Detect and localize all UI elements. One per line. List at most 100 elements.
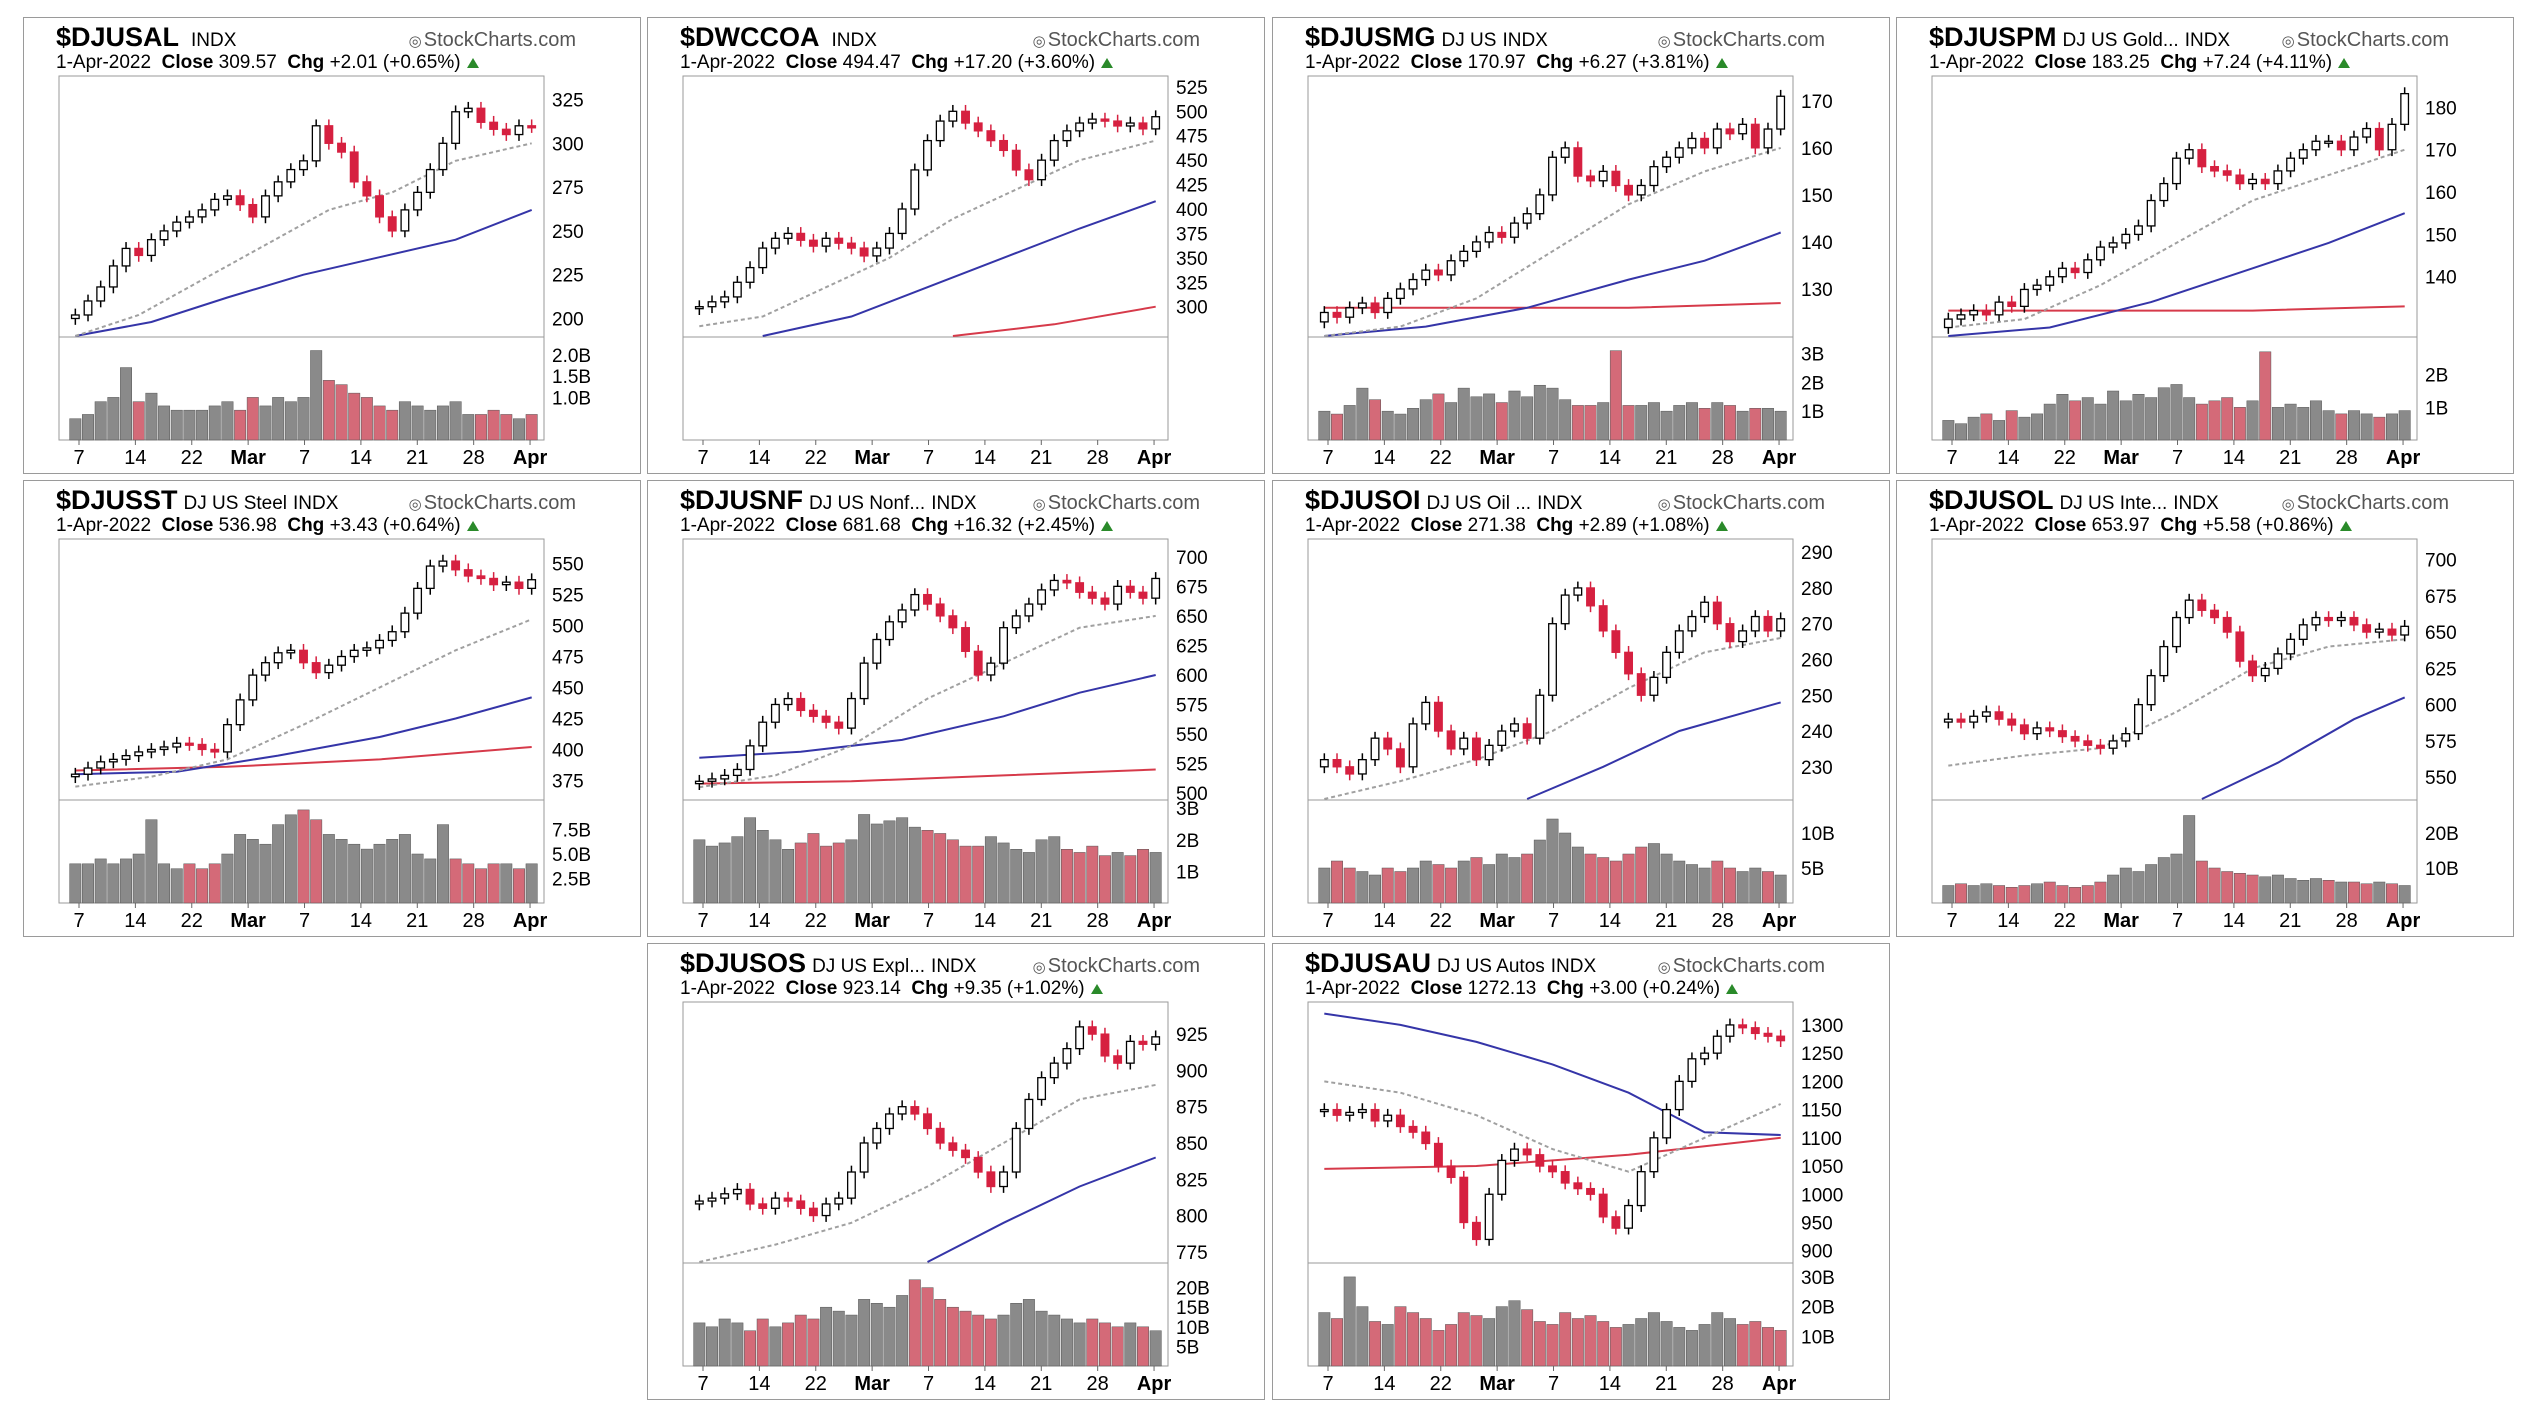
long-moving-average-line <box>1324 302 1781 309</box>
candle-body <box>1598 1193 1608 1218</box>
volume-bar <box>2043 403 2056 441</box>
chart-panel[interactable]: $DJUSAU DJ US Autos INDX ◎ StockCharts.com 1-… <box>1272 943 1890 1400</box>
volume-bar <box>908 1279 921 1367</box>
candle-body <box>476 575 486 580</box>
volume-bar <box>1137 1326 1149 1367</box>
volume-bar <box>1698 867 1711 904</box>
close-label: Close <box>1410 52 1463 73</box>
candle-body <box>986 662 996 676</box>
x-tick-label: Apr <box>2386 447 2421 469</box>
price-tick-label: 290 <box>1801 543 1833 564</box>
candle-body <box>923 1113 932 1130</box>
chart-panel[interactable]: $DWCCOA INDX ◎ StockCharts.com 1-Apr-2022 Cl… <box>647 17 1265 474</box>
volume-bar <box>1470 857 1483 904</box>
candle-body <box>2045 727 2055 732</box>
candle-body <box>400 612 410 633</box>
chart-panel[interactable]: $DJUSMG DJ US INDX ◎ StockCharts.com 1-Apr-20… <box>1272 17 1890 474</box>
candle-body <box>2095 744 2105 749</box>
chart-panel[interactable]: $DJUSOI DJ US Oil ... INDX ◎ StockCharts.com… <box>1272 480 1890 937</box>
candle-body <box>961 110 970 124</box>
price-tick-label: 140 <box>2425 268 2457 289</box>
chart-panel[interactable]: $DJUSAL INDX ◎ StockCharts.com 1-Apr-2022 Cl… <box>23 17 641 474</box>
candle-body <box>821 237 831 247</box>
x-tick-label: Apr <box>1762 910 1797 932</box>
candle-body <box>121 247 131 267</box>
candle-body <box>872 247 882 257</box>
candle-body <box>1421 269 1431 281</box>
candle-body <box>1395 748 1405 768</box>
candle-body <box>973 1156 983 1173</box>
volume-bar <box>946 1306 959 1367</box>
candle-body <box>872 1127 882 1144</box>
volume-bar <box>1724 405 1736 441</box>
candle-body <box>2197 149 2207 168</box>
chart-panel[interactable]: $DJUSOL DJ US Inte... INDX ◎ StockCharts.com… <box>1896 480 2514 937</box>
chart-date: 1-Apr-2022 <box>56 52 152 73</box>
chart-info-row: 1-Apr-2022 Close 271.38 Chg +2.89 (+1.08… <box>1305 515 1728 537</box>
chg-value: +5.58 (+0.86%) <box>2202 515 2334 536</box>
candle-body <box>1024 603 1034 617</box>
candle-body <box>1471 1221 1481 1241</box>
candle-body <box>261 195 270 218</box>
volume-bar <box>1685 1330 1698 1367</box>
chart-panel[interactable]: $DJUSOS DJ US Expl... INDX ◎ StockCharts.com… <box>647 943 1265 1400</box>
volume-bar <box>2183 815 2196 904</box>
candle-body <box>1535 694 1545 739</box>
volume-bar <box>94 401 107 441</box>
candle-body <box>172 742 182 748</box>
volume-bar <box>2069 887 2082 904</box>
price-tick-label: 1200 <box>1801 1072 1843 1093</box>
volume-bar <box>1318 1312 1331 1367</box>
candle-body <box>1943 718 1953 723</box>
candle-body <box>1598 170 1608 182</box>
candle-body <box>2108 242 2118 248</box>
candle-body <box>1598 605 1608 632</box>
green-up-triangle-icon <box>1726 984 1739 994</box>
volume-bar <box>1073 852 1086 904</box>
chart-panel[interactable]: $DJUSST DJ US Steel INDX ◎ StockCharts.com 1-… <box>23 480 641 937</box>
price-tick-label: 275 <box>552 178 584 199</box>
volume-bar <box>436 405 449 441</box>
volume-bar <box>310 819 323 904</box>
x-tick-label: 28 <box>1712 1373 1734 1395</box>
volume-bar <box>896 1295 909 1367</box>
candle-body <box>2286 157 2296 172</box>
candle-body <box>375 639 385 649</box>
candle-body <box>1687 1058 1697 1083</box>
candle-body <box>2019 288 2029 308</box>
chart-panel[interactable]: $DJUSNF DJ US Nonf... INDX ◎ StockCharts.com… <box>647 480 1265 937</box>
candle-body <box>489 577 499 586</box>
volume-bar <box>1086 845 1099 904</box>
candle-body <box>1024 169 1034 181</box>
green-up-triangle-icon <box>2338 58 2351 68</box>
volume-bar <box>1660 1321 1673 1367</box>
candle-body <box>425 168 435 194</box>
chart-info-row: 1-Apr-2022 Close 923.14 Chg +9.35 (+1.02… <box>680 978 1103 1000</box>
volume-bar <box>1495 402 1508 441</box>
candle-body <box>299 649 308 664</box>
candle-body <box>1332 1108 1342 1116</box>
volume-bar <box>525 863 538 904</box>
candle-body <box>1408 278 1418 290</box>
volume-bar <box>2208 867 2221 904</box>
candle-body <box>961 627 970 652</box>
candle-body <box>1611 170 1621 187</box>
candle-body <box>2298 149 2308 159</box>
x-tick-label: Mar <box>1479 1373 1515 1395</box>
candle-body <box>694 306 704 310</box>
brand-text: StockCharts.com <box>1672 955 1825 977</box>
volume-bar <box>234 834 247 904</box>
candle-body <box>1484 231 1494 243</box>
volume-bar <box>449 858 462 904</box>
price-chart: 170 160 150 140 130 3B 2B 1B 7 14 22 Mar 7 14 21 28 Apr <box>1307 75 1833 469</box>
stockcharts-logo-icon: ◎ <box>408 33 422 50</box>
chart-panel[interactable]: $DJUSPM DJ US Gold... INDX ◎ StockCharts.com… <box>1896 17 2514 474</box>
candle-body <box>451 111 461 144</box>
candle-body <box>2374 628 2384 633</box>
candle-body <box>707 778 717 782</box>
stockcharts-logo-icon: ◎ <box>1032 33 1046 50</box>
candle-body <box>923 593 932 605</box>
x-tick-label: 28 <box>1087 1373 1109 1395</box>
candle-body <box>2121 733 2131 742</box>
candle-body <box>1649 1137 1659 1173</box>
